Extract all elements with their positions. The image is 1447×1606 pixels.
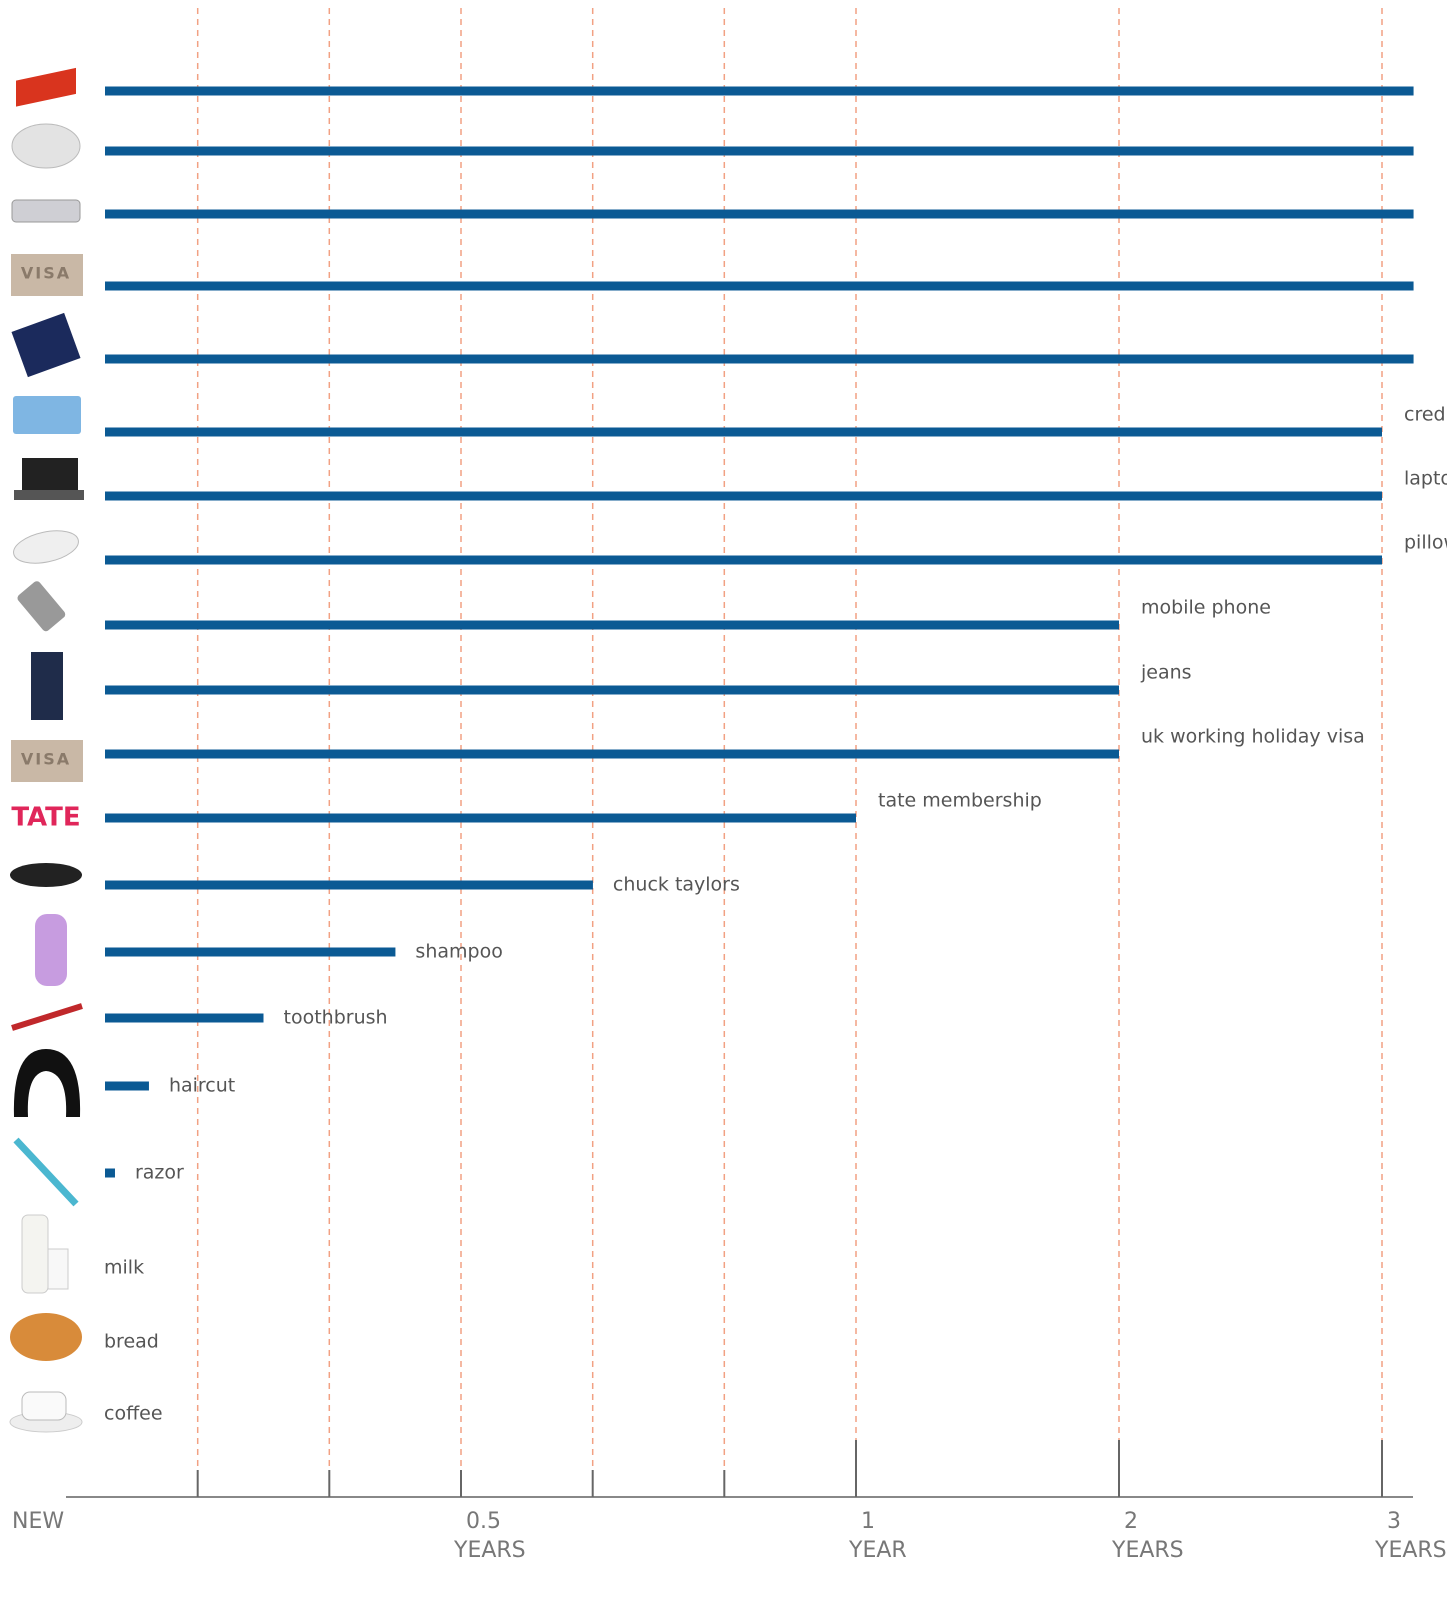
bar [105, 685, 1119, 695]
item-icon [13, 530, 79, 564]
bar-label: shampoo [415, 941, 502, 963]
icon-shape [21, 1214, 49, 1294]
item-icon [10, 863, 82, 887]
item-icon: VISA [11, 254, 83, 296]
icon-shape [11, 312, 81, 378]
x-tick-label: NEW [12, 1509, 64, 1534]
item-icon [11, 123, 81, 169]
icon-shape [11, 740, 83, 782]
bar [105, 555, 1382, 565]
x-tick-label: 3 YEARS [1374, 1509, 1447, 1563]
icon-shape [35, 914, 67, 986]
bar-label: jeans [1140, 662, 1192, 684]
icon-text: VISA [21, 264, 71, 283]
icon-shape [31, 652, 63, 720]
item-icon: TATE [11, 803, 80, 833]
bar [105, 749, 1119, 759]
bar-label: milk [104, 1257, 144, 1279]
item-icon [13, 1049, 81, 1117]
bar-label: bread [104, 1331, 159, 1353]
bar [105, 813, 856, 823]
icon-shape [16, 67, 76, 107]
icon-text: TATE [11, 803, 80, 833]
bar [105, 146, 1414, 156]
bar [105, 354, 1414, 364]
bar [105, 1081, 149, 1091]
icon-shape [14, 490, 84, 500]
bar-label: uk working holiday visa [1141, 726, 1365, 748]
item-icon [10, 1313, 82, 1361]
x-tick-label: 2 YEARS [1111, 1509, 1184, 1563]
bar [105, 491, 1382, 501]
icon-shape [47, 1248, 69, 1290]
icon-shape [11, 123, 81, 169]
bar-label: coffee [104, 1403, 163, 1425]
icon-text: VISA [21, 750, 71, 769]
bar-label: razor [135, 1162, 184, 1184]
x-tick-label: 0.5 YEARS [453, 1509, 526, 1563]
icon-shape [13, 530, 79, 564]
icon-shape [10, 1313, 82, 1361]
bar [105, 880, 593, 890]
bar-label: credit card [1404, 404, 1447, 426]
bar-label: mobile phone [1141, 597, 1271, 619]
icon-shape [13, 1137, 79, 1207]
bar-label: chuck taylors [613, 874, 740, 896]
bar [105, 1013, 264, 1023]
x-tick-label: 1 YEAR [848, 1509, 907, 1563]
bar [105, 620, 1119, 630]
bar [105, 86, 1414, 96]
bar [105, 209, 1414, 219]
bar-label: haircut [169, 1075, 235, 1097]
item-icon: VISA [11, 740, 83, 782]
icon-shape [10, 863, 82, 887]
item-icon [35, 914, 67, 986]
item-icon [17, 581, 66, 632]
item-icon [13, 396, 81, 434]
icon-shape [13, 1049, 81, 1117]
item-icon [21, 1214, 69, 1294]
bar-label: tate membership [878, 790, 1042, 812]
item-icon [11, 199, 81, 223]
item-icon [14, 458, 84, 500]
icon-shape [21, 1391, 67, 1421]
icon-shape [17, 581, 66, 632]
icon-shape [11, 254, 83, 296]
item-icon [16, 67, 76, 107]
item-icon [11, 312, 81, 378]
bar [105, 427, 1382, 437]
bar-label: pillow [1404, 532, 1447, 554]
item-icon [31, 652, 63, 720]
icon-shape [11, 1003, 83, 1031]
item-icon [13, 1137, 79, 1207]
icon-shape [22, 458, 78, 490]
bar [105, 947, 396, 957]
icon-shape [13, 396, 81, 434]
item-icon [9, 1391, 83, 1433]
bar-label: toothbrush [284, 1007, 388, 1029]
bar [105, 1168, 115, 1178]
icon-shape [11, 199, 81, 223]
bar [105, 281, 1414, 291]
item-icon [11, 1003, 83, 1031]
